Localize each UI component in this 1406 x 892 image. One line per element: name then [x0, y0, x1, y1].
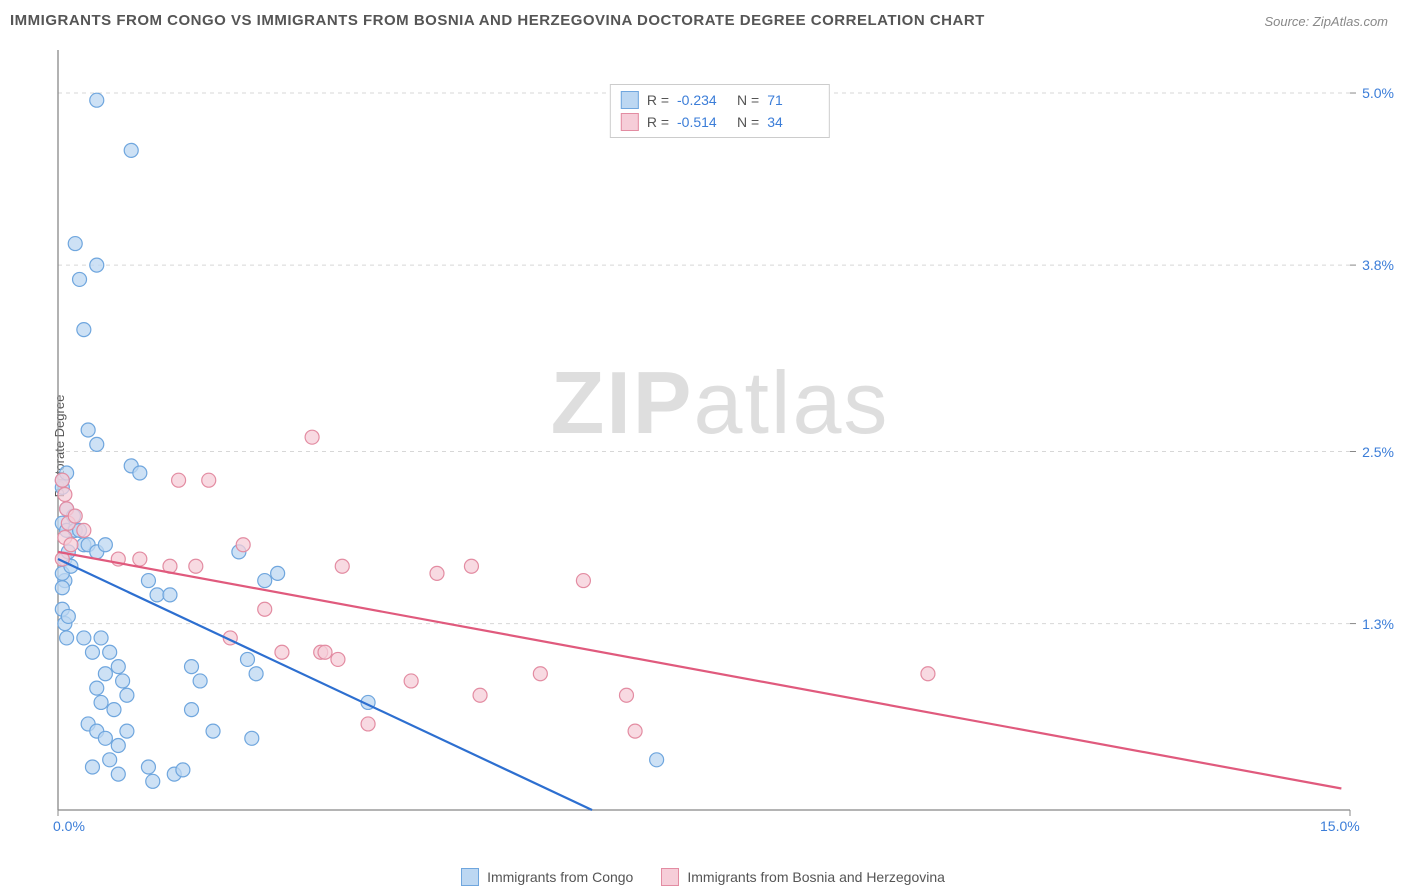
legend-correlation-box: R = -0.234 N = 71 R = -0.514 N = 34 [610, 84, 830, 138]
swatch-series2 [621, 113, 639, 131]
legend-row-series2: R = -0.514 N = 34 [621, 111, 819, 133]
legend-n-value-2: 34 [767, 114, 819, 130]
source-attribution: Source: ZipAtlas.com [1264, 14, 1388, 29]
x-tick-label: 0.0% [53, 818, 85, 834]
legend-r-label: R = [647, 114, 669, 130]
legend-n-value-1: 71 [767, 92, 819, 108]
legend-n-label: N = [737, 92, 759, 108]
legend-label-series2: Immigrants from Bosnia and Herzegovina [687, 869, 945, 885]
scatter-plot-svg [50, 40, 1390, 830]
legend-r-value-2: -0.514 [677, 114, 729, 130]
legend-r-label: R = [647, 92, 669, 108]
legend-r-value-1: -0.234 [677, 92, 729, 108]
swatch-series1 [621, 91, 639, 109]
legend-item-series1: Immigrants from Congo [461, 868, 633, 886]
y-tick-label: 1.3% [1362, 616, 1394, 632]
chart-area: ZIPatlas R = -0.234 N = 71 R = -0.514 N … [50, 40, 1390, 830]
legend-item-series2: Immigrants from Bosnia and Herzegovina [661, 868, 945, 886]
swatch-series1-bottom [461, 868, 479, 886]
swatch-series2-bottom [661, 868, 679, 886]
legend-bottom: Immigrants from Congo Immigrants from Bo… [0, 868, 1406, 886]
x-tick-label: 15.0% [1320, 818, 1360, 834]
legend-row-series1: R = -0.234 N = 71 [621, 89, 819, 111]
y-tick-label: 3.8% [1362, 257, 1394, 273]
y-tick-label: 5.0% [1362, 85, 1394, 101]
legend-n-label: N = [737, 114, 759, 130]
legend-label-series1: Immigrants from Congo [487, 869, 633, 885]
y-tick-label: 2.5% [1362, 444, 1394, 460]
chart-title: IMMIGRANTS FROM CONGO VS IMMIGRANTS FROM… [10, 12, 985, 29]
